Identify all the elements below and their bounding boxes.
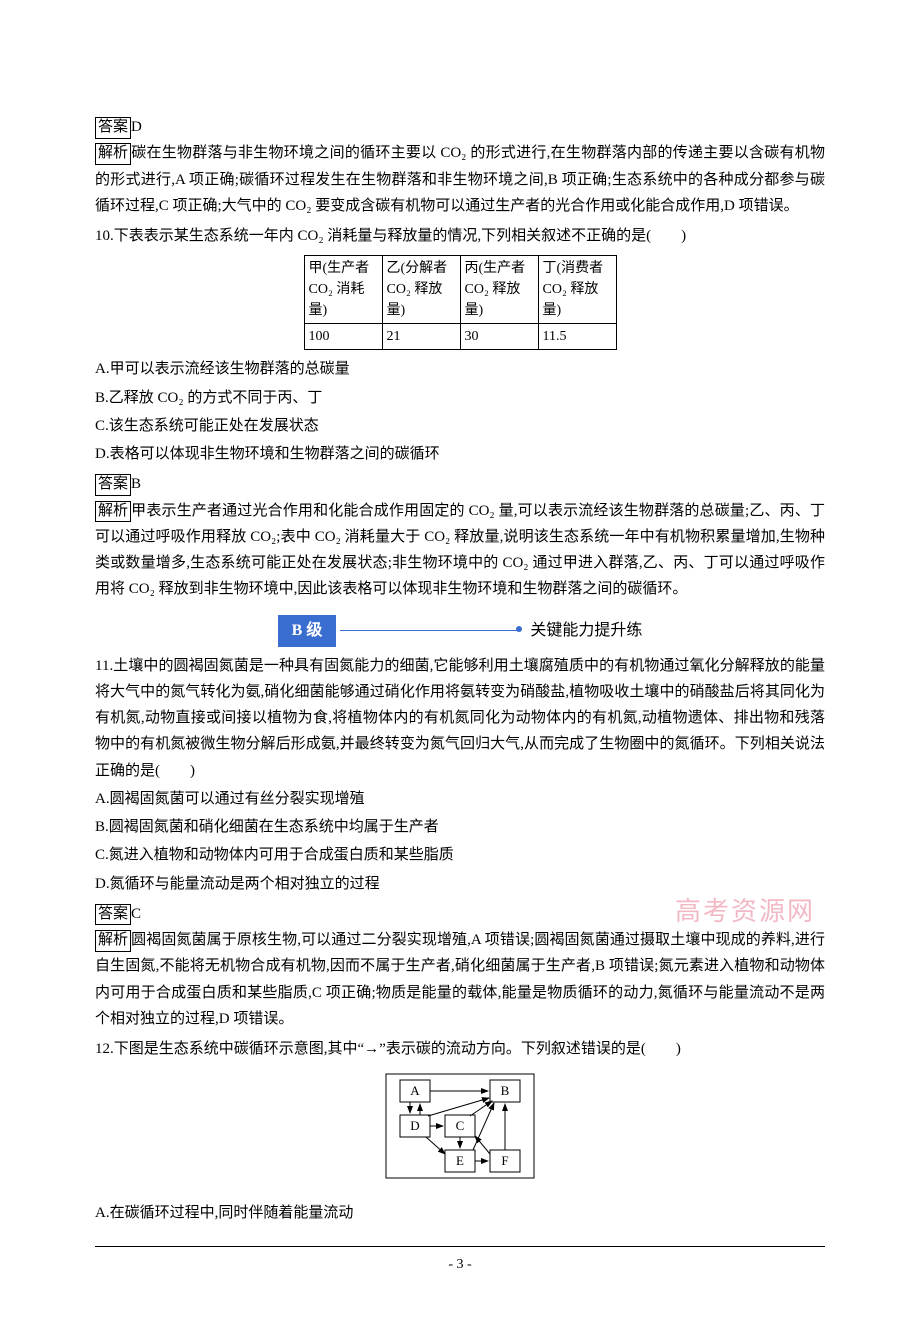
table-row: 100 21 30 11.5 xyxy=(304,324,616,350)
q10-th-1: 甲(生产者 CO₂ 消耗量) xyxy=(304,256,382,324)
q11-explain: 圆褐固氮菌属于原核生物,可以通过二分裂实现增殖,A 项错误;圆褐固氮菌通过摄取土… xyxy=(95,932,825,1027)
node-d-label: D xyxy=(410,1118,419,1133)
page-number: - 3 - xyxy=(95,1246,825,1278)
answer-label: 答案 xyxy=(95,474,131,496)
q10-answer: B xyxy=(131,476,141,492)
node-e-label: E xyxy=(456,1153,464,1168)
q10-opt-c: C.该生态系统可能正处在发展状态 xyxy=(95,413,825,439)
q10-table: 甲(生产者 CO₂ 消耗量) 乙(分解者 CO₂ 释放量) 丙(生产者 CO₂ … xyxy=(304,255,617,350)
q10-opt-a: A.甲可以表示流经该生物群落的总碳量 xyxy=(95,356,825,382)
level-text: 关键能力提升练 xyxy=(530,617,642,645)
q12-opt-a: A.在碳循环过程中,同时伴随着能量流动 xyxy=(95,1200,825,1226)
q10-explain: 甲表示生产者通过光合作用和化能合成作用固定的 CO₂ 量,可以表示流经该生物群落… xyxy=(95,503,825,598)
q10-options: A.甲可以表示流经该生物群落的总碳量 B.乙释放 CO₂ 的方式不同于丙、丁 C… xyxy=(95,356,825,467)
explain-label: 解析 xyxy=(95,143,131,165)
q11-opt-b: B.圆褐固氮菌和硝化细菌在生态系统中均属于生产者 xyxy=(95,814,825,840)
q11-explain-block: 解析圆褐固氮菌属于原核生物,可以通过二分裂实现增殖,A 项错误;圆褐固氮菌通过摄… xyxy=(95,927,825,1032)
node-b-label: B xyxy=(501,1083,510,1098)
q11-opt-c: C.氮进入植物和动物体内可用于合成蛋白质和某些脂质 xyxy=(95,842,825,868)
q11-answer: C xyxy=(131,906,141,922)
q10-td-2: 21 xyxy=(382,324,460,350)
q10-answer-line: 答案B xyxy=(95,471,825,497)
q11-stem: 11.土壤中的圆褐固氮菌是一种具有固氮能力的细菌,它能够利用土壤腐殖质中的有机物… xyxy=(95,653,825,784)
q10-td-1: 100 xyxy=(304,324,382,350)
q12-diagram: A B D C E F xyxy=(95,1070,825,1191)
q10-td-3: 30 xyxy=(460,324,538,350)
q12-stem: 12.下图是生态系统中碳循环示意图,其中“→”表示碳的流动方向。下列叙述错误的是… xyxy=(95,1036,825,1062)
q11-opt-d: D.氮循环与能量流动是两个相对独立的过程 xyxy=(95,871,825,897)
level-badge: B 级 xyxy=(278,615,337,647)
level-b-heading: B 级 关键能力提升练 xyxy=(95,615,825,647)
q10-th-4: 丁(消费者 CO₂ 释放量) xyxy=(538,256,616,324)
q9-explain-block: 解析碳在生物群落与非生物环境之间的循环主要以 CO₂ 的形式进行,在生物群落内部… xyxy=(95,140,825,219)
q11-answer-line: 答案C xyxy=(95,901,825,927)
q11-opt-a: A.圆褐固氮菌可以通过有丝分裂实现增殖 xyxy=(95,786,825,812)
q9-answer-line: 答案D xyxy=(95,114,825,140)
q11-options: A.圆褐固氮菌可以通过有丝分裂实现增殖 B.圆褐固氮菌和硝化细菌在生态系统中均属… xyxy=(95,786,825,897)
node-a-label: A xyxy=(410,1083,420,1098)
carbon-cycle-diagram: A B D C E F xyxy=(370,1070,550,1182)
answer-label: 答案 xyxy=(95,904,131,926)
q10-explain-block: 解析甲表示生产者通过光合作用和化能合成作用固定的 CO₂ 量,可以表示流经该生物… xyxy=(95,498,825,603)
q9-explain: 碳在生物群落与非生物环境之间的循环主要以 CO₂ 的形式进行,在生物群落内部的传… xyxy=(95,145,825,214)
node-c-label: C xyxy=(456,1118,465,1133)
answer-label: 答案 xyxy=(95,117,131,139)
q10-td-4: 11.5 xyxy=(538,324,616,350)
q10-th-3: 丙(生产者 CO₂ 释放量) xyxy=(460,256,538,324)
node-f-label: F xyxy=(501,1153,508,1168)
q10-opt-b: B.乙释放 CO₂ 的方式不同于丙、丁 xyxy=(95,385,825,411)
q10-th-2: 乙(分解者 CO₂ 释放量) xyxy=(382,256,460,324)
table-row: 甲(生产者 CO₂ 消耗量) 乙(分解者 CO₂ 释放量) 丙(生产者 CO₂ … xyxy=(304,256,616,324)
explain-label: 解析 xyxy=(95,930,131,952)
q12-options: A.在碳循环过程中,同时伴随着能量流动 xyxy=(95,1200,825,1226)
q10-stem: 10.下表表示某生态系统一年内 CO₂ 消耗量与释放量的情况,下列相关叙述不正确… xyxy=(95,223,825,249)
explain-label: 解析 xyxy=(95,501,131,523)
level-divider xyxy=(340,630,520,631)
q9-answer: D xyxy=(131,119,142,135)
q10-opt-d: D.表格可以体现非生物环境和生物群落之间的碳循环 xyxy=(95,441,825,467)
